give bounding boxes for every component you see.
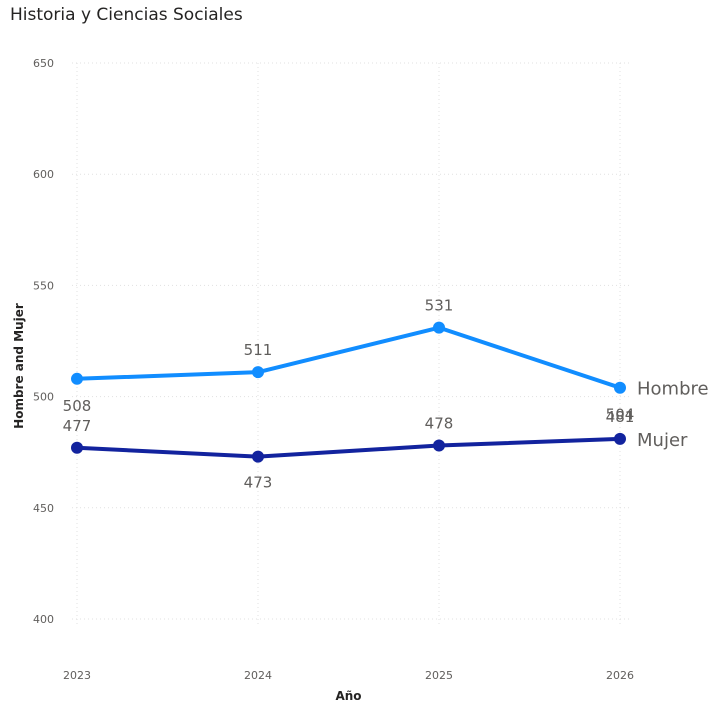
y-tick-label: 550: [33, 279, 54, 292]
data-point[interactable]: [252, 366, 264, 379]
y-tick-label: 400: [33, 613, 54, 626]
x-axis: 2023 2024 2025 2026: [63, 669, 634, 682]
data-point[interactable]: [71, 441, 83, 454]
data-point[interactable]: [252, 450, 264, 463]
y-axis-title: Hombre and Mujer: [12, 303, 26, 429]
series-line: [75, 325, 622, 390]
grid: [72, 62, 630, 624]
series-name-label: Hombre: [637, 379, 709, 400]
data-point[interactable]: [433, 321, 445, 334]
data-point[interactable]: [614, 381, 626, 394]
y-tick-label: 500: [33, 391, 54, 404]
x-axis-title: Año: [335, 689, 361, 703]
y-tick-label: 650: [33, 57, 54, 70]
y-tick-label: 450: [33, 502, 54, 515]
data-point[interactable]: [433, 439, 445, 452]
data-label: 478: [425, 415, 454, 433]
data-label: 504: [606, 406, 635, 424]
data-label: 473: [244, 474, 273, 492]
x-tick-label: 2023: [63, 669, 91, 682]
data-label: 511: [244, 341, 273, 359]
series-name-label: Mujer: [637, 430, 688, 451]
data-label: 531: [425, 297, 454, 315]
data-label: 481: [606, 408, 635, 426]
y-tick-label: 600: [33, 168, 54, 181]
y-axis: 400 450 500 550 600 650: [33, 57, 54, 626]
data-point[interactable]: [614, 432, 626, 445]
x-tick-label: 2024: [244, 669, 272, 682]
chart-title: Historia y Ciencias Sociales: [10, 5, 243, 25]
x-tick-label: 2026: [606, 669, 634, 682]
x-tick-label: 2025: [425, 669, 453, 682]
series-line: [75, 436, 622, 459]
data-label: 508: [63, 397, 92, 415]
data-point[interactable]: [71, 372, 83, 385]
data-label: 477: [63, 417, 92, 435]
